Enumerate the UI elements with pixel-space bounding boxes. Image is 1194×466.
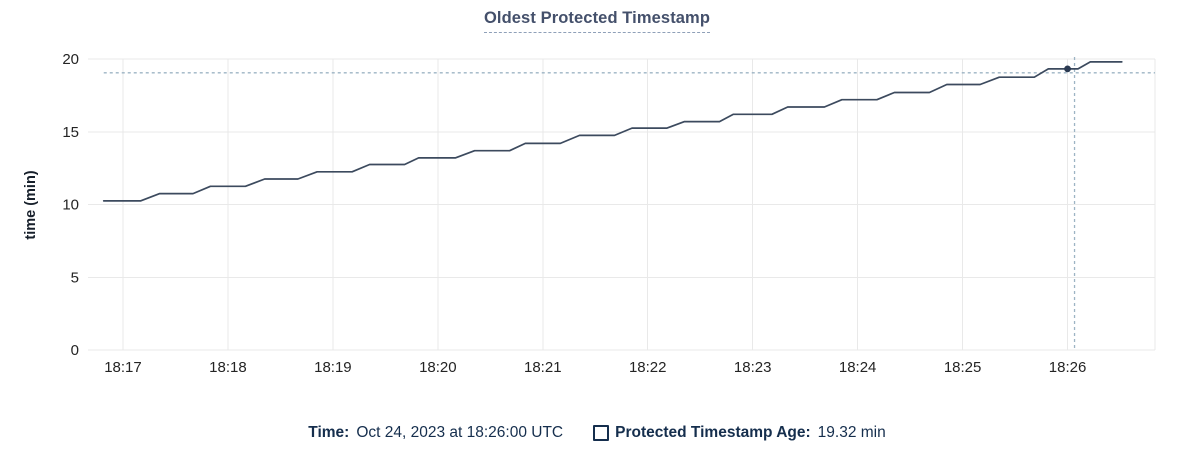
title-row: Oldest Protected Timestamp — [0, 9, 1194, 33]
legend-time-label: Time: — [308, 424, 350, 441]
y-tick-label: 10 — [62, 197, 79, 214]
x-tick-label: 18:20 — [419, 359, 457, 376]
x-tick-label: 18:24 — [839, 359, 877, 376]
x-tick-label: 18:25 — [944, 359, 982, 376]
x-tick-label: 18:22 — [629, 359, 667, 376]
x-tick-label: 18:23 — [734, 359, 772, 376]
x-tick-label: 18:26 — [1049, 359, 1087, 376]
legend-series-toggle[interactable]: Protected Timestamp Age: 19.32 min — [593, 424, 886, 442]
y-tick-label: 0 — [71, 342, 79, 359]
y-tick-label: 15 — [62, 124, 79, 141]
x-tick-label: 18:19 — [314, 359, 352, 376]
legend-series-value: 19.32 min — [817, 424, 886, 441]
x-tick-label: 18:21 — [524, 359, 562, 376]
legend-series-label: Protected Timestamp Age: — [615, 424, 811, 441]
hovered-data-point — [1064, 65, 1071, 73]
x-tick-label: 18:17 — [104, 359, 142, 376]
line-chart-plot-area[interactable]: 0 5 10 15 20 18:17 18:18 18:19 18:20 18:21 18:22 18… — [0, 0, 1194, 400]
series-checkbox-icon[interactable] — [593, 425, 610, 441]
x-tick-label: 18:18 — [209, 359, 247, 376]
y-tick-label: 5 — [71, 269, 79, 286]
legend-time: Time: Oct 24, 2023 at 18:26:00 UTC — [308, 424, 563, 442]
chart-title[interactable]: Oldest Protected Timestamp — [483, 9, 711, 33]
series-line — [102, 61, 1123, 202]
legend-time-value: Oct 24, 2023 at 18:26:00 UTC — [356, 424, 564, 441]
y-tick-label: 20 — [62, 51, 79, 68]
tooltip-legend: Time: Oct 24, 2023 at 18:26:00 UTC Prote… — [0, 419, 1194, 447]
